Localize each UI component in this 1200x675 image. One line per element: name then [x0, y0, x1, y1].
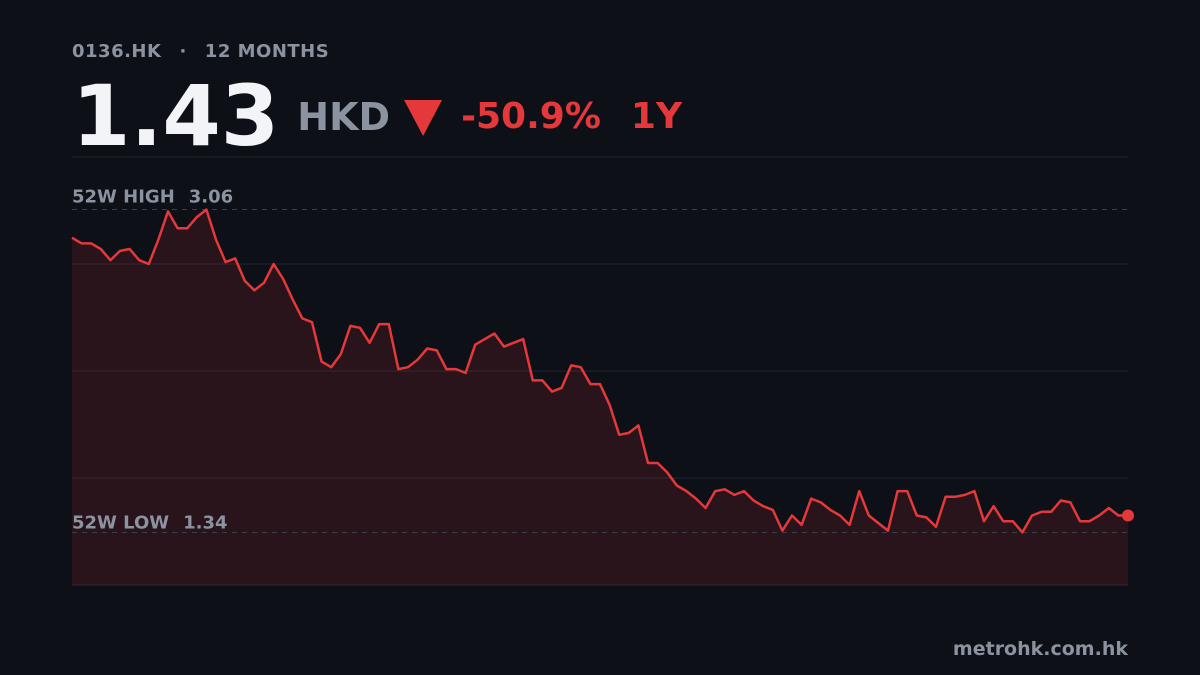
high-value: 3.06: [189, 187, 233, 208]
range: 1Y: [631, 96, 683, 137]
area-fill: [72, 209, 1128, 585]
source: metrohk.com.hk: [953, 638, 1128, 660]
high-label: 52W HIGH: [72, 187, 175, 208]
currency: HKD: [297, 95, 390, 139]
price: 1.43: [72, 67, 279, 165]
separator: ·: [179, 41, 186, 62]
price-line: [71, 208, 1128, 534]
last-point: [1122, 509, 1134, 522]
change: -50.9%: [461, 96, 601, 137]
low-label: 52W LOW: [72, 512, 169, 533]
period: 12 MONTHS: [205, 41, 329, 62]
down-arrow: [404, 100, 443, 136]
low-value: 1.34: [183, 512, 227, 533]
ticker: 0136.HK: [72, 41, 162, 62]
